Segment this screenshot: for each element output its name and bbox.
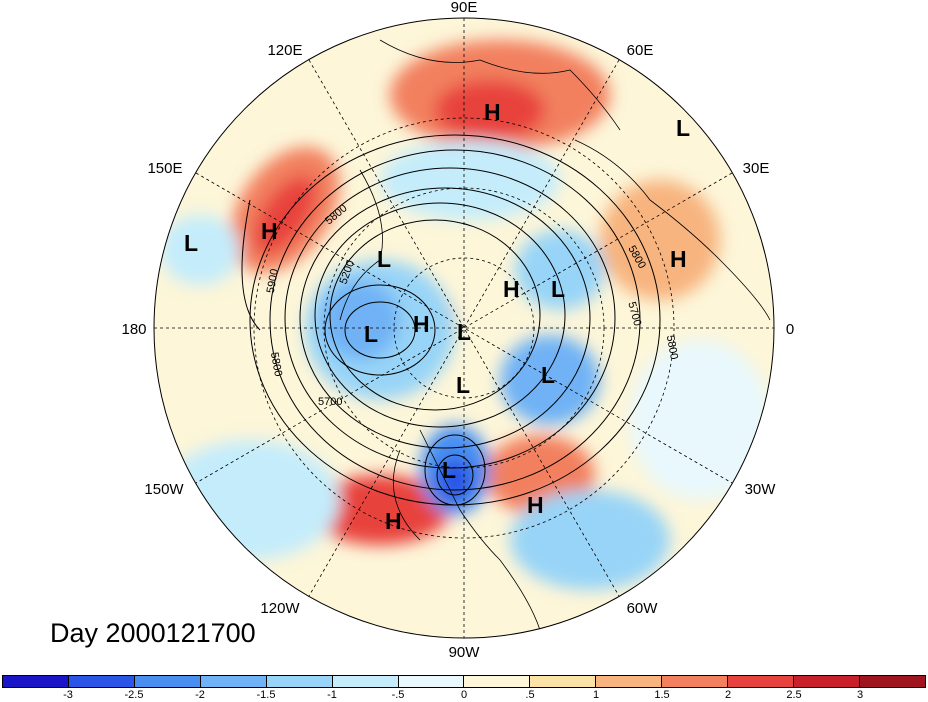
high-center: H <box>484 99 501 125</box>
colorbar <box>2 675 926 688</box>
colorbar-tick-label: 1.5 <box>654 689 670 701</box>
lon-label-180: 180 <box>121 321 146 338</box>
colorbar-segment <box>859 676 925 687</box>
lon-label-90e: 90E <box>451 0 478 16</box>
colorbar-tick-label: .5 <box>525 689 535 701</box>
high-center: H <box>261 218 278 244</box>
colorbar-segment <box>464 676 531 687</box>
low-center: L <box>377 246 391 272</box>
colorbar-segment <box>398 676 465 687</box>
colorbar-labels: -3 -2.5 -2 -1.5 -1 -.5 0 .5 1 1.5 2 2.5 3 <box>2 688 926 702</box>
colorbar-tick-label: -1.5 <box>256 689 276 701</box>
colorbar-segment <box>728 676 795 687</box>
high-center: H <box>413 311 430 337</box>
lon-label-150e: 150E <box>147 160 182 177</box>
low-center: L <box>676 115 690 141</box>
map-title: Day 2000121700 <box>50 618 256 648</box>
lon-label-30e: 30E <box>743 160 770 177</box>
low-center: L <box>184 230 198 256</box>
height-contours <box>241 134 661 506</box>
colorbar-tick-label: 2 <box>724 689 732 701</box>
colorbar-segment <box>596 676 663 687</box>
low-center: L <box>442 457 456 483</box>
longitude-labels: 90E 60E 30E 0 30W 60W 90W 120W 150W 180 … <box>121 0 794 661</box>
contour-label: 5700 <box>318 396 342 408</box>
colorbar-tick-label: -1 <box>327 689 337 701</box>
colorbar-segment <box>266 676 333 687</box>
lon-label-60e: 60E <box>627 42 654 59</box>
high-center: H <box>385 508 402 534</box>
colorbar-segment <box>3 676 69 687</box>
colorbar-segment <box>134 676 201 687</box>
lon-label-120w: 120W <box>260 600 300 617</box>
colorbar-tick-label: -3 <box>63 689 73 701</box>
lon-label-0: 0 <box>786 321 794 338</box>
contour-label: 5900 <box>265 268 281 294</box>
contour-label: 5800 <box>664 334 680 360</box>
lon-label-60w: 60W <box>627 600 659 617</box>
low-center: L <box>457 319 471 345</box>
colorbar-segment <box>332 676 399 687</box>
graticule <box>154 18 774 638</box>
high-center: H <box>527 492 544 518</box>
polar-map: 90E 60E 30E 0 30W 60W 90W 120W 150W 180 … <box>121 0 794 661</box>
low-center: L <box>551 276 565 302</box>
colorbar-tick-label: -2 <box>195 689 205 701</box>
map-boundary <box>153 17 775 639</box>
lon-label-90w: 90W <box>449 644 481 661</box>
colorbar-segment <box>68 676 135 687</box>
high-center: H <box>670 246 687 272</box>
low-center: L <box>364 321 378 347</box>
colorbar-tick-label: 2.5 <box>786 689 802 701</box>
lon-label-120e: 120E <box>267 42 302 59</box>
colorbar-tick-label: 1 <box>592 689 600 701</box>
lon-label-150w: 150W <box>144 481 184 498</box>
pressure-centers: H L L H L H L H H L L L L L H H <box>184 99 690 534</box>
colorbar-segment <box>530 676 597 687</box>
colorbar-tick-label: 0 <box>460 689 468 701</box>
lon-label-30w: 30W <box>745 481 777 498</box>
high-center: H <box>503 276 520 302</box>
colorbar-tick-label: 3 <box>856 689 864 701</box>
colorbar-segment <box>200 676 267 687</box>
low-center: L <box>456 372 470 398</box>
contour-label: 5800 <box>268 351 284 377</box>
colorbar-tick-label: -2.5 <box>124 689 144 701</box>
low-center: L <box>541 362 555 388</box>
colorbar-segment <box>794 676 860 687</box>
colorbar-tick-label: -.5 <box>391 689 405 701</box>
colorbar-segment <box>662 676 729 687</box>
